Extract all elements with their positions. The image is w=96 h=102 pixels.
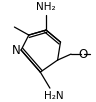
Text: N: N [11, 44, 20, 57]
Text: O: O [78, 48, 88, 61]
Text: NH₂: NH₂ [36, 2, 56, 12]
Text: H₂N: H₂N [44, 91, 64, 101]
